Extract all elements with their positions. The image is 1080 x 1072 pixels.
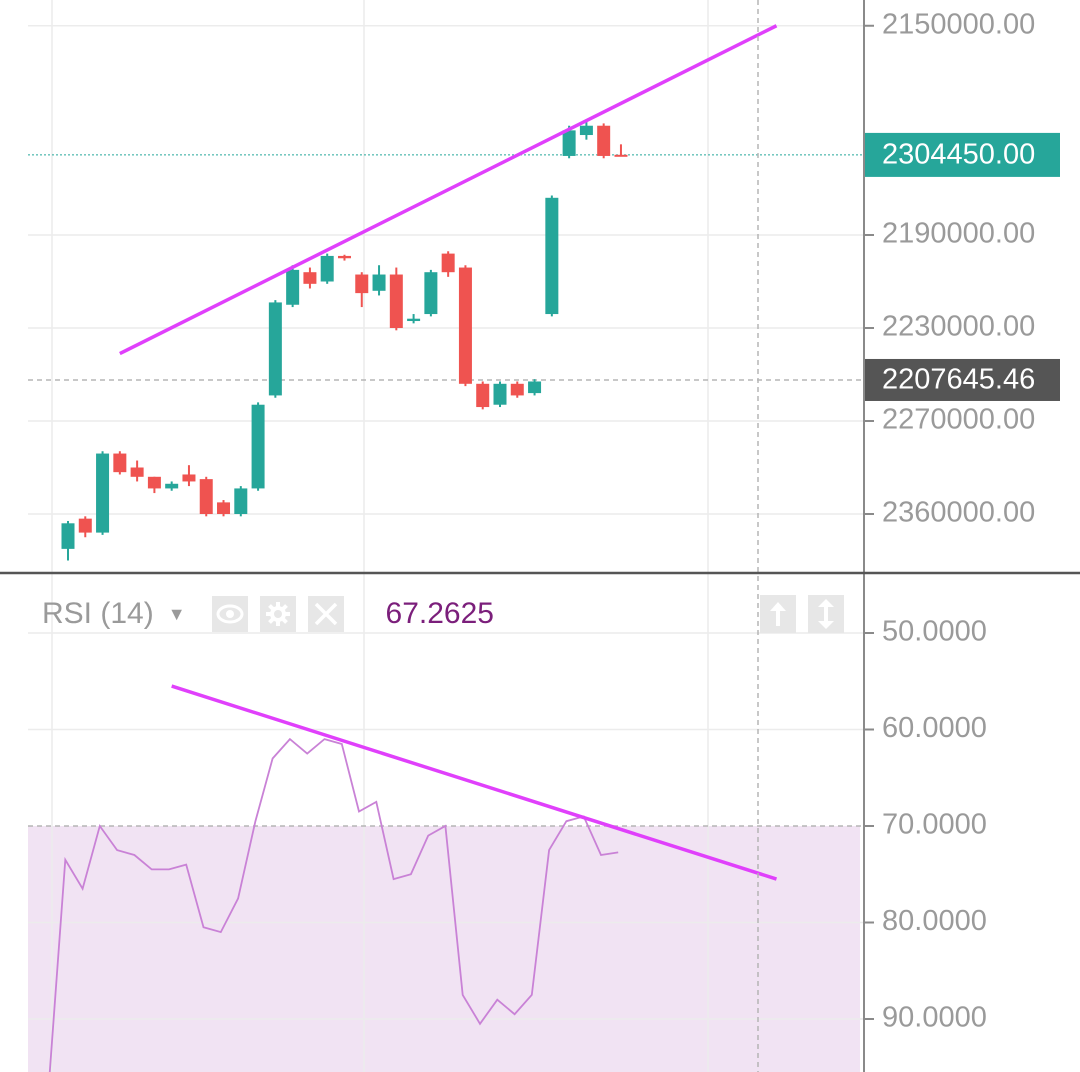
candle — [597, 123, 611, 159]
rsi-grid — [28, 574, 864, 1072]
last-price-tag: 2304450.00 — [864, 132, 1060, 177]
candles — [61, 121, 628, 561]
candle-body — [234, 488, 248, 514]
candle-body — [355, 274, 369, 294]
candle — [545, 195, 559, 317]
rsi-overbought-zone — [28, 826, 860, 1072]
candle — [268, 300, 282, 398]
rsi-tick-label: 70.0000 — [882, 809, 987, 841]
rsi-current-value: 67.2625 — [385, 597, 494, 630]
candle — [476, 381, 490, 410]
candle-body — [597, 125, 611, 156]
candle — [147, 476, 161, 494]
candle-body — [303, 272, 317, 284]
eye-icon[interactable] — [211, 596, 248, 632]
candle-body — [562, 130, 576, 156]
candle — [113, 451, 127, 475]
rsi-tick-label: 50.0000 — [882, 616, 987, 648]
price-tick-label: 2190000.00 — [882, 218, 1035, 250]
rsi-tick-label: 80.0000 — [882, 905, 987, 937]
candle — [165, 481, 179, 491]
candle — [579, 121, 593, 140]
crosshair-price-tag: 2207645.46 — [864, 358, 1060, 401]
candle-body — [458, 267, 472, 384]
candle-body — [579, 125, 593, 136]
candle — [130, 460, 144, 482]
rsi-indicator-name[interactable]: RSI (14) — [42, 597, 154, 630]
candle-body — [424, 272, 438, 315]
candle — [441, 251, 455, 277]
candle — [234, 486, 248, 517]
candle-body — [545, 197, 559, 315]
candle — [61, 520, 75, 561]
candle-body — [78, 518, 92, 533]
candle — [372, 265, 386, 296]
candle-body — [61, 523, 75, 549]
candle — [337, 254, 351, 261]
candle-body — [528, 381, 542, 394]
candle-body — [389, 274, 403, 328]
candle-body — [251, 404, 265, 489]
candle-body — [165, 483, 179, 489]
price-axis: 2360000.00 2270000.00 2230000.00 2190000.00… — [864, 8, 1035, 529]
price-tick-label: 2230000.00 — [882, 311, 1035, 343]
candle-body — [268, 302, 282, 396]
candle — [303, 267, 317, 289]
caret-down-icon[interactable]: ▼ — [167, 603, 186, 624]
candle-body — [372, 274, 386, 291]
candle — [493, 381, 507, 408]
rsi-trendline[interactable] — [171, 684, 778, 881]
candle-body — [441, 253, 455, 273]
arrows-vertical-icon[interactable] — [808, 595, 844, 633]
candle-body — [510, 383, 524, 396]
gear-icon[interactable] — [259, 596, 296, 632]
candle-body — [493, 383, 507, 405]
rsi-tick-label: 90.0000 — [882, 1002, 987, 1034]
candle-body — [199, 479, 213, 514]
candle — [510, 381, 524, 398]
candle-body — [476, 383, 490, 408]
candle-body — [337, 255, 351, 259]
candle-body — [96, 453, 110, 533]
price-tick-label: 2360000.00 — [882, 497, 1035, 529]
price-tick-label: 2270000.00 — [882, 404, 1035, 436]
rsi-line — [48, 737, 619, 1072]
candle — [528, 379, 542, 396]
crosshair-price-label: 2207645.46 — [882, 364, 1035, 396]
price-trendline[interactable] — [119, 24, 778, 356]
candle-body — [614, 154, 628, 157]
candle — [407, 314, 421, 324]
candle — [389, 267, 403, 331]
candle-body — [147, 476, 161, 489]
candle — [458, 265, 472, 387]
candle — [182, 465, 196, 487]
rsi-axis: 90.0000 80.0000 70.0000 60.0000 50.0000 — [864, 616, 987, 1034]
arrow-up-icon[interactable] — [760, 595, 796, 633]
candle — [78, 516, 92, 538]
rsi-legend: RSI (14) ▼ 67.2625 — [42, 594, 494, 634]
candle-body — [113, 453, 127, 473]
candle — [355, 272, 369, 308]
candle — [614, 144, 628, 157]
last-price-label: 2304450.00 — [882, 139, 1035, 171]
candle — [424, 269, 438, 317]
candle — [286, 265, 300, 308]
candle-body — [182, 474, 196, 482]
price-tick-label: 2150000.00 — [882, 8, 1035, 40]
candle-body — [286, 269, 300, 305]
candle — [251, 402, 265, 491]
close-icon[interactable] — [307, 596, 344, 632]
candle — [96, 451, 110, 535]
candle — [199, 476, 213, 517]
candle — [217, 500, 231, 517]
rsi-tick-label: 60.0000 — [882, 712, 987, 744]
candle-body — [407, 318, 421, 322]
candle — [320, 253, 334, 284]
candle-body — [320, 255, 334, 282]
candle-body — [217, 502, 231, 514]
candle-body — [130, 467, 144, 477]
